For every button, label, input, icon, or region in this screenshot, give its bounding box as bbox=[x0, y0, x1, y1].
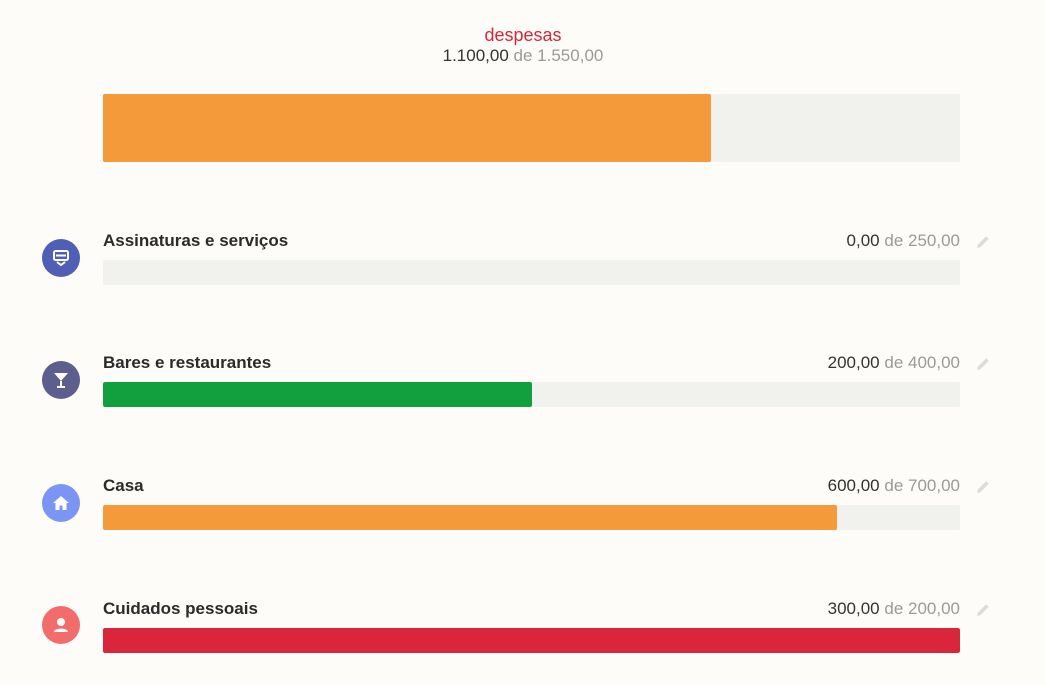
edit-pencil-icon[interactable] bbox=[974, 478, 992, 496]
edit-pencil-icon[interactable] bbox=[974, 233, 992, 251]
category-spent: 200,00 bbox=[827, 353, 880, 372]
expenses-progress-fill bbox=[103, 94, 712, 162]
category-progress-bar bbox=[103, 505, 960, 530]
category-progress-fill bbox=[103, 628, 960, 653]
category-spent: 300,00 bbox=[827, 599, 880, 618]
expenses-progress-bar bbox=[103, 94, 960, 162]
category-limit: de 250,00 bbox=[884, 231, 960, 250]
category-progress-bar bbox=[103, 628, 960, 653]
category-name: Cuidados pessoais bbox=[103, 599, 258, 618]
category-limit: de 700,00 bbox=[884, 476, 960, 495]
edit-pencil-icon[interactable] bbox=[974, 601, 992, 619]
category-cuidados[interactable]: Cuidados pessoais 300,00 de 200,00 bbox=[0, 599, 1046, 669]
category-progress-bar bbox=[103, 382, 960, 407]
expenses-amounts: 1.100,00 de 1.550,00 bbox=[0, 45, 1046, 67]
category-progress-bar bbox=[103, 260, 960, 285]
home-icon bbox=[42, 484, 80, 522]
category-progress-fill bbox=[103, 505, 838, 530]
category-casa[interactable]: Casa 600,00 de 700,00 bbox=[0, 476, 1046, 546]
expenses-limit: de 1.550,00 bbox=[513, 46, 604, 65]
category-spent: 0,00 bbox=[846, 231, 880, 250]
person-icon bbox=[42, 606, 80, 644]
expenses-spent: 1.100,00 bbox=[442, 46, 509, 65]
category-amounts: 600,00 de 700,00 bbox=[828, 476, 960, 496]
expenses-summary: despesas 1.100,00 de 1.550,00 bbox=[0, 24, 1046, 67]
category-amounts: 300,00 de 200,00 bbox=[828, 599, 960, 619]
category-bares[interactable]: Bares e restaurantes 200,00 de 400,00 bbox=[0, 353, 1046, 423]
category-limit: de 400,00 bbox=[884, 353, 960, 372]
category-amounts: 0,00 de 250,00 bbox=[847, 231, 960, 251]
cocktail-icon bbox=[42, 361, 80, 399]
category-spent: 600,00 bbox=[827, 476, 880, 495]
edit-pencil-icon[interactable] bbox=[974, 355, 992, 373]
category-progress-fill bbox=[103, 382, 532, 407]
category-amounts: 200,00 de 400,00 bbox=[828, 353, 960, 373]
category-name: Assinaturas e serviços bbox=[103, 231, 289, 250]
category-name: Bares e restaurantes bbox=[103, 353, 272, 372]
category-assinaturas[interactable]: Assinaturas e serviços 0,00 de 250,00 bbox=[0, 231, 1046, 301]
expenses-title: despesas bbox=[484, 25, 562, 45]
category-name: Casa bbox=[103, 476, 144, 495]
subscription-icon bbox=[42, 239, 80, 277]
category-limit: de 200,00 bbox=[884, 599, 960, 618]
